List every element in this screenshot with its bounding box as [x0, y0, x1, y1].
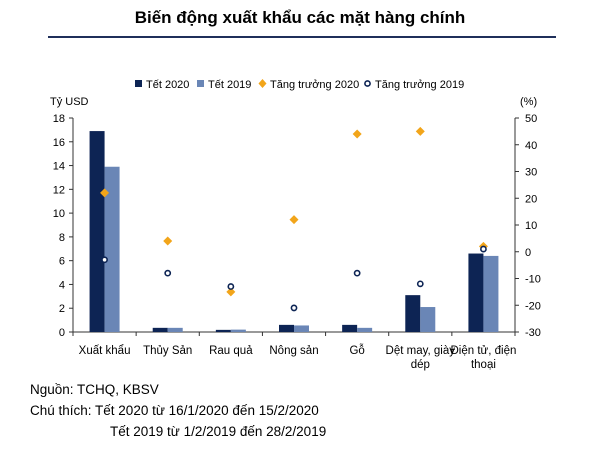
- bar-tet-2020: [152, 327, 168, 332]
- marker-growth-2019: [290, 304, 298, 312]
- bar-tet-2019: [230, 329, 246, 332]
- bar-tet-2020: [342, 324, 358, 332]
- marker-growth-2019: [164, 269, 172, 277]
- category-label: Thủy Sản: [143, 345, 192, 357]
- category-label: Gỗ: [349, 344, 364, 357]
- right-tick-label: -30: [525, 327, 541, 339]
- bar-tet-2020: [279, 324, 294, 332]
- combo-chart: 0 2 4 6 8 10 12 14 16 18 -30 -20 -10 0 10 20 30 40 50 Tỷ US…: [50, 79, 541, 371]
- category-label: Dệt may, giày: [386, 345, 456, 357]
- marker-growth-2020: [163, 236, 173, 246]
- category-label: Xuất khẩu: [79, 345, 131, 357]
- chart-title: Biến động xuất khẩu các mặt hàng chính: [134, 8, 466, 27]
- bar-tet-2020: [468, 253, 484, 332]
- marker-growth-2019: [353, 269, 361, 277]
- category-label: thoại: [471, 359, 496, 371]
- left-tick-label: 8: [59, 232, 65, 244]
- right-tick-label: -20: [525, 300, 541, 312]
- category-label: Điện tử, điện: [450, 345, 516, 357]
- marker-growth-2019: [416, 280, 424, 288]
- left-tick-label: 12: [53, 184, 65, 196]
- left-tick-label: 0: [59, 327, 65, 339]
- legend-swatch: [197, 80, 204, 87]
- left-tick-label: 6: [59, 256, 65, 268]
- legend-label: Tết 2020: [146, 79, 189, 91]
- legend-label: Tết 2019: [208, 79, 251, 91]
- left-tick-label: 14: [53, 161, 65, 173]
- marker-growth-2020: [226, 287, 236, 297]
- title-divider: [48, 36, 556, 38]
- marker-growth-2019: [480, 245, 487, 253]
- marker-growth-2020: [289, 215, 299, 225]
- marker-growth-2019: [227, 283, 235, 290]
- left-tick-label: 18: [53, 113, 65, 125]
- legend-swatch: [258, 79, 267, 88]
- legend-swatch: [364, 80, 371, 87]
- left-axis-label: Tỷ USD: [50, 96, 89, 108]
- right-tick-label: 30: [525, 167, 537, 179]
- right-tick-label: 20: [525, 193, 537, 205]
- right-tick-label: -10: [525, 274, 541, 286]
- bar-tet-2019: [357, 327, 373, 332]
- note-line-2: Tết 2019 từ 1/2/2019 đến 28/2/2019: [110, 424, 327, 439]
- right-tick-label: 40: [525, 140, 537, 152]
- left-tick-label: 4: [59, 279, 65, 291]
- source-note: Nguồn: TCHQ, KBSV: [30, 382, 159, 397]
- left-tick-label: 10: [53, 208, 65, 220]
- marker-growth-2019: [101, 256, 108, 264]
- right-axis-label: (%): [520, 96, 537, 108]
- left-tick-label: 16: [53, 137, 65, 149]
- bar-tet-2020: [89, 131, 105, 332]
- marker-growth-2020: [352, 129, 362, 139]
- marker-growth-2020: [100, 188, 110, 198]
- bar-tet-2019: [294, 325, 309, 332]
- bar-tet-2019: [167, 327, 183, 332]
- category-label: Nông sản: [269, 345, 318, 357]
- bar-tet-2019: [483, 255, 499, 332]
- right-tick-label: 10: [525, 220, 537, 232]
- legend-label: Tăng trưởng 2020: [270, 79, 359, 91]
- category-label: Rau quả: [209, 345, 253, 357]
- note-line-1: Chú thích: Tết 2020 từ 16/1/2020 đến 15/…: [30, 403, 319, 418]
- legend-label: Tăng trưởng 2019: [375, 79, 464, 91]
- bar-tet-2019: [420, 307, 436, 332]
- left-tick-label: 2: [59, 303, 65, 315]
- bar-tet-2019: [104, 166, 120, 332]
- legend-swatch: [135, 80, 142, 87]
- category-label: dép: [411, 359, 430, 371]
- right-tick-label: 50: [525, 113, 537, 125]
- bar-tet-2020: [215, 329, 231, 332]
- right-tick-label: 0: [525, 247, 531, 259]
- bar-tet-2020: [405, 295, 421, 332]
- marker-growth-2020: [415, 126, 425, 136]
